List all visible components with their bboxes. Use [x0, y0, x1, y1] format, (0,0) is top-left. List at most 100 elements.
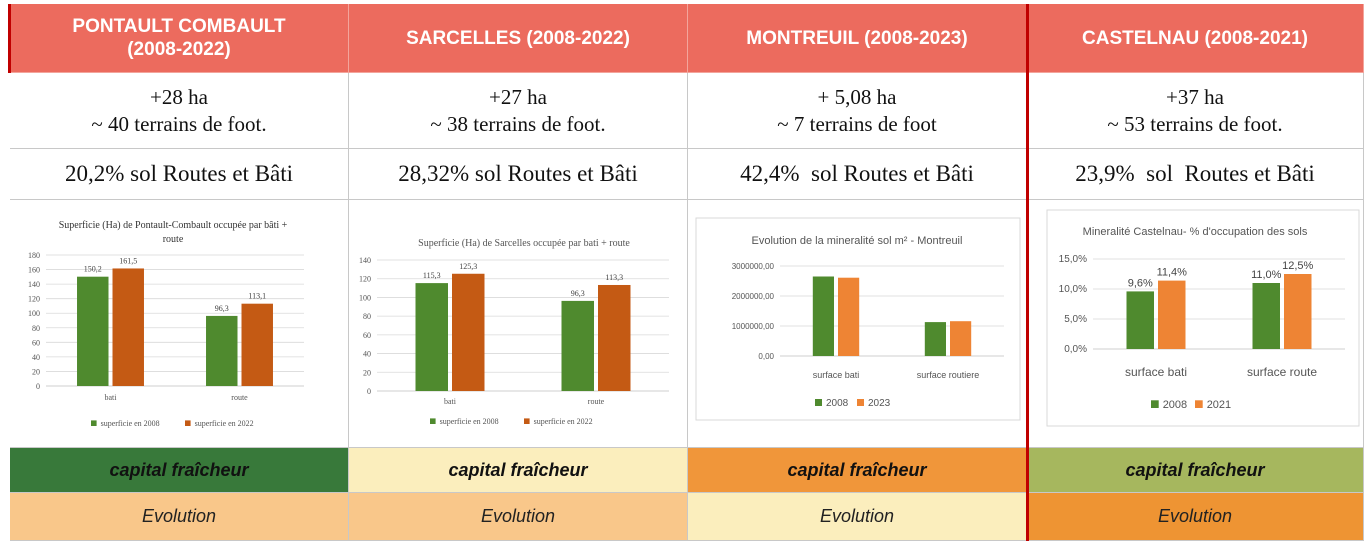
- header-text: CASTELNAU (2008-2021): [1082, 27, 1308, 49]
- bar: [206, 315, 238, 386]
- header-text: PONTAULT COMBAULT (2008-2022): [72, 16, 286, 60]
- area-ha: + 5,08 ha: [817, 84, 897, 109]
- y-tick-label: 160: [28, 266, 40, 275]
- x-tick-label: surface route: [1247, 365, 1317, 379]
- legend-label: superficie en 2008: [440, 417, 499, 426]
- x-tick-label: surface routiere: [917, 370, 980, 380]
- legend-swatch: [91, 420, 97, 426]
- bar: [1284, 274, 1312, 349]
- y-tick-label: 120: [359, 275, 371, 284]
- legend-swatch: [1151, 400, 1159, 408]
- y-tick-label: 5,0%: [1064, 314, 1087, 325]
- legend-swatch: [185, 420, 191, 426]
- area-castelnau: +37 ha ~ 53 terrains de foot.: [1027, 73, 1364, 149]
- x-tick-label: bati: [444, 397, 457, 406]
- capital-label: capital fraîcheur: [109, 459, 249, 480]
- y-tick-label: 40: [363, 350, 371, 359]
- bar: [812, 276, 834, 356]
- evolution-sarcelles: Evolution: [349, 493, 688, 541]
- y-tick-label: 0: [367, 387, 371, 396]
- area-terrains: ~ 38 terrains de foot.: [430, 111, 606, 136]
- x-tick-label: route: [588, 397, 605, 406]
- chart-sarcelles: Superficie (Ha) de Sarcelles occupée par…: [359, 238, 669, 426]
- capital-label: capital fraîcheur: [448, 459, 588, 480]
- y-tick-label: 140: [359, 256, 371, 265]
- sol-sarcelles: 28,32% sol Routes et Bâti: [349, 149, 688, 200]
- chart-title: Mineralité Castelnau- % d'occupation des…: [1083, 226, 1308, 238]
- y-tick-label: 0,0%: [1064, 344, 1087, 355]
- legend-swatch: [815, 399, 822, 406]
- comparison-table: PONTAULT COMBAULT (2008-2022) SARCELLES …: [10, 4, 1364, 541]
- y-tick-label: 120: [28, 295, 40, 304]
- data-label: 115,3: [423, 271, 441, 280]
- x-tick-label: surface bati: [1125, 365, 1187, 379]
- bar: [950, 321, 972, 356]
- bar: [415, 283, 448, 391]
- bar: [241, 303, 273, 386]
- capital-sarcelles: capital fraîcheur: [349, 448, 688, 493]
- area-terrains: ~ 53 terrains de foot.: [1107, 111, 1283, 136]
- chart-title: Superficie (Ha) de Sarcelles occupée par…: [418, 238, 630, 249]
- y-tick-label: 0: [36, 382, 40, 391]
- chart-castelnau: Mineralité Castelnau- % d'occupation des…: [1046, 209, 1360, 427]
- legend-swatch: [430, 418, 436, 424]
- data-label: 12,5%: [1282, 260, 1313, 272]
- y-tick-label: 3000000,00: [732, 262, 775, 271]
- sol-text: 42,4% sol Routes et Bâti: [740, 161, 974, 186]
- legend-label: 2008: [826, 398, 849, 409]
- header-pontault: PONTAULT COMBAULT (2008-2022): [10, 4, 349, 73]
- legend-label: superficie en 2022: [195, 419, 254, 428]
- legend-label: superficie en 2022: [534, 417, 593, 426]
- chart-title: route: [163, 234, 184, 245]
- bar: [598, 284, 631, 391]
- y-tick-label: 80: [32, 324, 40, 333]
- sol-castelnau: 23,9% sol Routes et Bâti: [1027, 149, 1364, 200]
- data-label: 125,3: [459, 262, 477, 271]
- sol-montreuil: 42,4% sol Routes et Bâti: [688, 149, 1027, 200]
- y-tick-label: 140: [28, 280, 40, 289]
- sol-text: 23,9% sol Routes et Bâti: [1075, 161, 1315, 186]
- capital-pontault: capital fraîcheur: [10, 448, 349, 493]
- y-tick-label: 180: [28, 251, 40, 260]
- data-label: 113,3: [605, 273, 623, 282]
- area-terrains: ~ 7 terrains de foot: [777, 111, 937, 136]
- evolution-montreuil: Evolution: [688, 493, 1027, 541]
- sol-text: 20,2% sol Routes et Bâti: [64, 161, 294, 186]
- sol-text: 28,32% sol Routes et Bâti: [398, 161, 638, 186]
- bar: [452, 273, 485, 391]
- data-label: 150,2: [84, 265, 102, 274]
- evolution-castelnau: Evolution: [1027, 493, 1364, 541]
- chart-montreuil: Evolution de la mineralité sol m² - Mont…: [695, 217, 1021, 421]
- data-label: 11,0%: [1251, 269, 1282, 281]
- x-tick-label: route: [231, 393, 248, 402]
- chart-cell-pontault: Superficie (Ha) de Pontault-Combault occ…: [10, 200, 349, 448]
- chart-cell-sarcelles: Superficie (Ha) de Sarcelles occupée par…: [349, 200, 688, 448]
- bar: [1252, 283, 1280, 349]
- evolution-label: Evolution: [819, 506, 895, 526]
- bar: [561, 300, 594, 391]
- bar: [77, 276, 109, 386]
- data-label: 11,4%: [1157, 267, 1188, 279]
- legend-label: 2023: [868, 398, 891, 409]
- header-montreuil: MONTREUIL (2008-2023): [688, 4, 1027, 73]
- data-label: 161,5: [119, 256, 137, 265]
- column-separator-line: [1026, 4, 1029, 541]
- legend-swatch: [524, 418, 530, 424]
- y-tick-label: 60: [363, 331, 371, 340]
- capital-castelnau: capital fraîcheur: [1027, 448, 1364, 493]
- y-tick-label: 15,0%: [1059, 254, 1087, 265]
- y-tick-label: 100: [359, 293, 371, 302]
- chart-frame: [1046, 209, 1360, 427]
- chart-title: Evolution de la mineralité sol m² - Mont…: [752, 235, 963, 247]
- area-ha: +28 ha: [150, 84, 208, 109]
- y-tick-label: 1000000,00: [732, 322, 775, 331]
- legend-label: 2008: [1163, 399, 1187, 411]
- area-terrains: ~ 40 terrains de foot.: [91, 111, 267, 136]
- area-ha: +27 ha: [489, 84, 547, 109]
- legend-label: 2021: [1207, 399, 1231, 411]
- data-label: 96,3: [571, 289, 585, 298]
- sol-pontault: 20,2% sol Routes et Bâti: [10, 149, 349, 200]
- data-label: 96,3: [215, 304, 229, 313]
- area-pontault: +28 ha ~ 40 terrains de foot.: [10, 73, 349, 149]
- evolution-label: Evolution: [480, 506, 556, 526]
